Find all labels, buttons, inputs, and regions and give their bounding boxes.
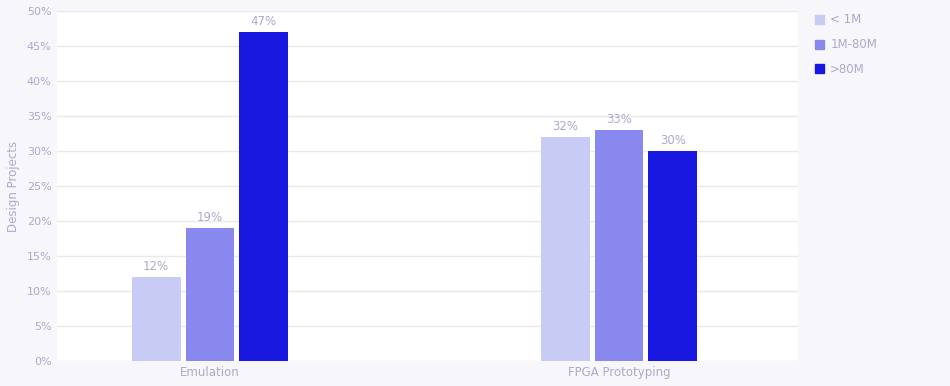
Bar bbox=[185, 228, 235, 361]
Bar bbox=[649, 151, 697, 361]
Text: 33%: 33% bbox=[606, 113, 632, 126]
Y-axis label: Design Projects: Design Projects bbox=[7, 141, 20, 232]
Bar bbox=[542, 137, 590, 361]
Legend: < 1M, 1M-80M, >80M: < 1M, 1M-80M, >80M bbox=[811, 10, 881, 80]
Text: 30%: 30% bbox=[659, 134, 686, 147]
Bar bbox=[595, 130, 643, 361]
Bar bbox=[239, 32, 288, 361]
Text: 19%: 19% bbox=[197, 211, 223, 224]
Text: 32%: 32% bbox=[552, 120, 579, 133]
Text: 12%: 12% bbox=[143, 260, 169, 273]
Text: 47%: 47% bbox=[251, 15, 276, 28]
Bar bbox=[132, 277, 180, 361]
